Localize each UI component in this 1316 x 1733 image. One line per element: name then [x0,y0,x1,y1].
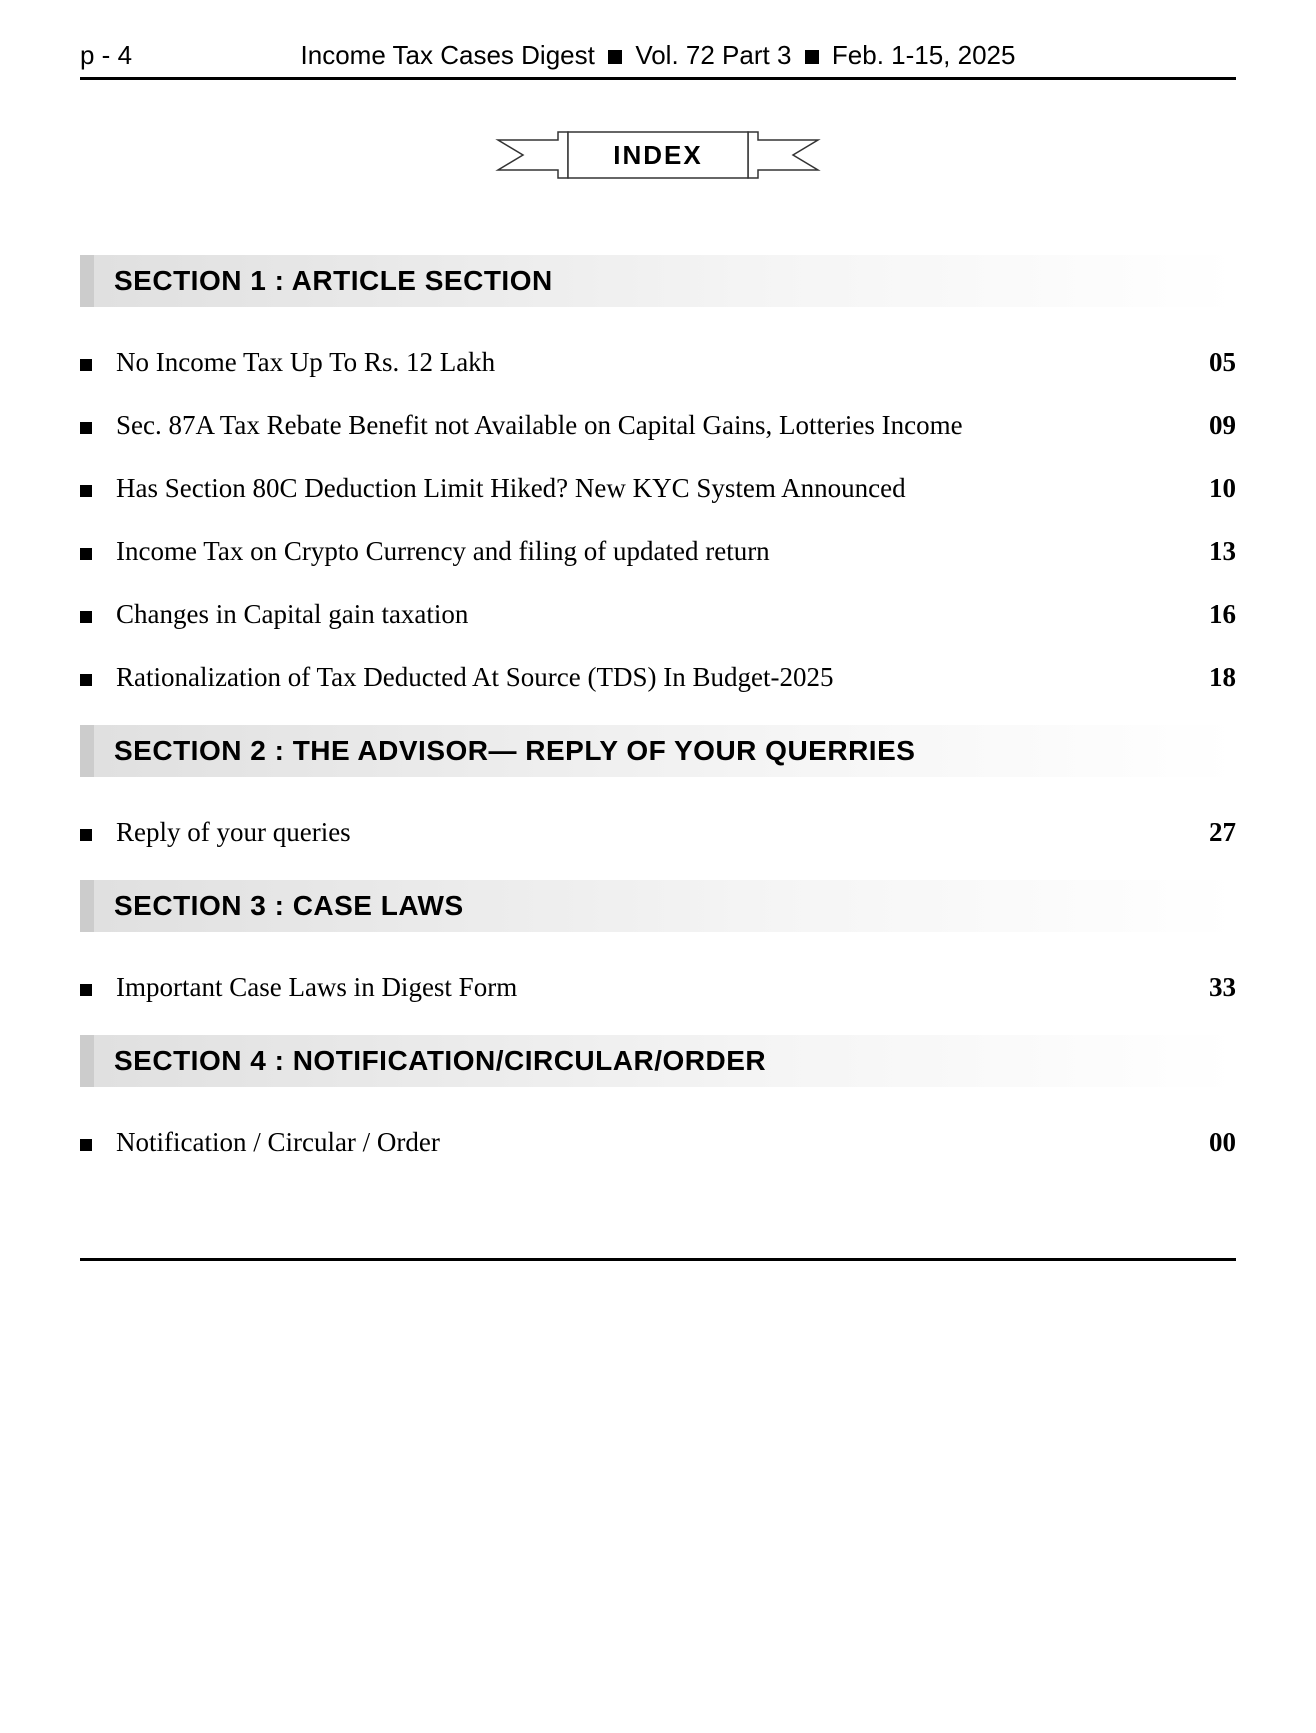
bullet-icon [80,829,92,841]
toc-list: Important Case Laws in Digest Form 33 [80,972,1236,1003]
section-heading: SECTION 4 : NOTIFICATION/CIRCULAR/ORDER [80,1035,1236,1087]
toc-item-title: Notification / Circular / Order [116,1127,1186,1158]
toc-item: Reply of your queries 27 [80,817,1236,848]
bullet-icon [80,548,92,560]
page-header: p - 4 Income Tax Cases Digest Vol. 72 Pa… [80,40,1236,80]
toc-item-title: Sec. 87A Tax Rebate Benefit not Availabl… [116,410,1186,441]
bullet-icon [80,674,92,686]
toc-item: Important Case Laws in Digest Form 33 [80,972,1236,1003]
toc-item-page: 05 [1186,347,1236,378]
toc-container: SECTION 1 : ARTICLE SECTION No Income Ta… [80,255,1236,1158]
footer-rule [80,1258,1236,1261]
toc-item-page: 18 [1186,662,1236,693]
header-title-block: Income Tax Cases Digest Vol. 72 Part 3 F… [180,40,1136,71]
toc-item: Income Tax on Crypto Currency and filing… [80,536,1236,567]
toc-item-page: 00 [1186,1127,1236,1158]
toc-item: No Income Tax Up To Rs. 12 Lakh 05 [80,347,1236,378]
toc-item: Sec. 87A Tax Rebate Benefit not Availabl… [80,410,1236,441]
toc-list: No Income Tax Up To Rs. 12 Lakh 05 Sec. … [80,347,1236,693]
toc-list: Notification / Circular / Order 00 [80,1127,1236,1158]
page-number-label: p - 4 [80,40,180,71]
bullet-icon [80,359,92,371]
section-heading: SECTION 2 : THE ADVISOR— REPLY OF YOUR Q… [80,725,1236,777]
bullet-icon [80,611,92,623]
toc-list: Reply of your queries 27 [80,817,1236,848]
toc-item-page: 27 [1186,817,1236,848]
section-heading: SECTION 3 : CASE LAWS [80,880,1236,932]
toc-item-page: 10 [1186,473,1236,504]
date-range: Feb. 1-15, 2025 [832,40,1016,70]
toc-item-title: Important Case Laws in Digest Form [116,972,1186,1003]
bullet-icon [80,1139,92,1151]
toc-item: Has Section 80C Deduction Limit Hiked? N… [80,473,1236,504]
toc-item: Rationalization of Tax Deducted At Sourc… [80,662,1236,693]
bullet-icon [80,485,92,497]
ribbon-banner-icon: INDEX [488,120,828,190]
separator-square-icon [805,50,819,64]
bullet-icon [80,984,92,996]
toc-item-page: 09 [1186,410,1236,441]
toc-item-title: Rationalization of Tax Deducted At Sourc… [116,662,1186,693]
section-heading: SECTION 1 : ARTICLE SECTION [80,255,1236,307]
bullet-icon [80,422,92,434]
toc-item: Notification / Circular / Order 00 [80,1127,1236,1158]
toc-item-page: 33 [1186,972,1236,1003]
publication-title: Income Tax Cases Digest [301,40,595,70]
index-banner: INDEX [80,120,1236,195]
toc-item-title: No Income Tax Up To Rs. 12 Lakh [116,347,1186,378]
toc-item-page: 13 [1186,536,1236,567]
toc-item-title: Has Section 80C Deduction Limit Hiked? N… [116,473,1186,504]
toc-item-title: Income Tax on Crypto Currency and filing… [116,536,1186,567]
toc-item-title: Reply of your queries [116,817,1186,848]
toc-item: Changes in Capital gain taxation 16 [80,599,1236,630]
index-banner-text: INDEX [613,140,702,170]
toc-item-title: Changes in Capital gain taxation [116,599,1186,630]
separator-square-icon [608,50,622,64]
toc-item-page: 16 [1186,599,1236,630]
volume-info: Vol. 72 Part 3 [635,40,791,70]
